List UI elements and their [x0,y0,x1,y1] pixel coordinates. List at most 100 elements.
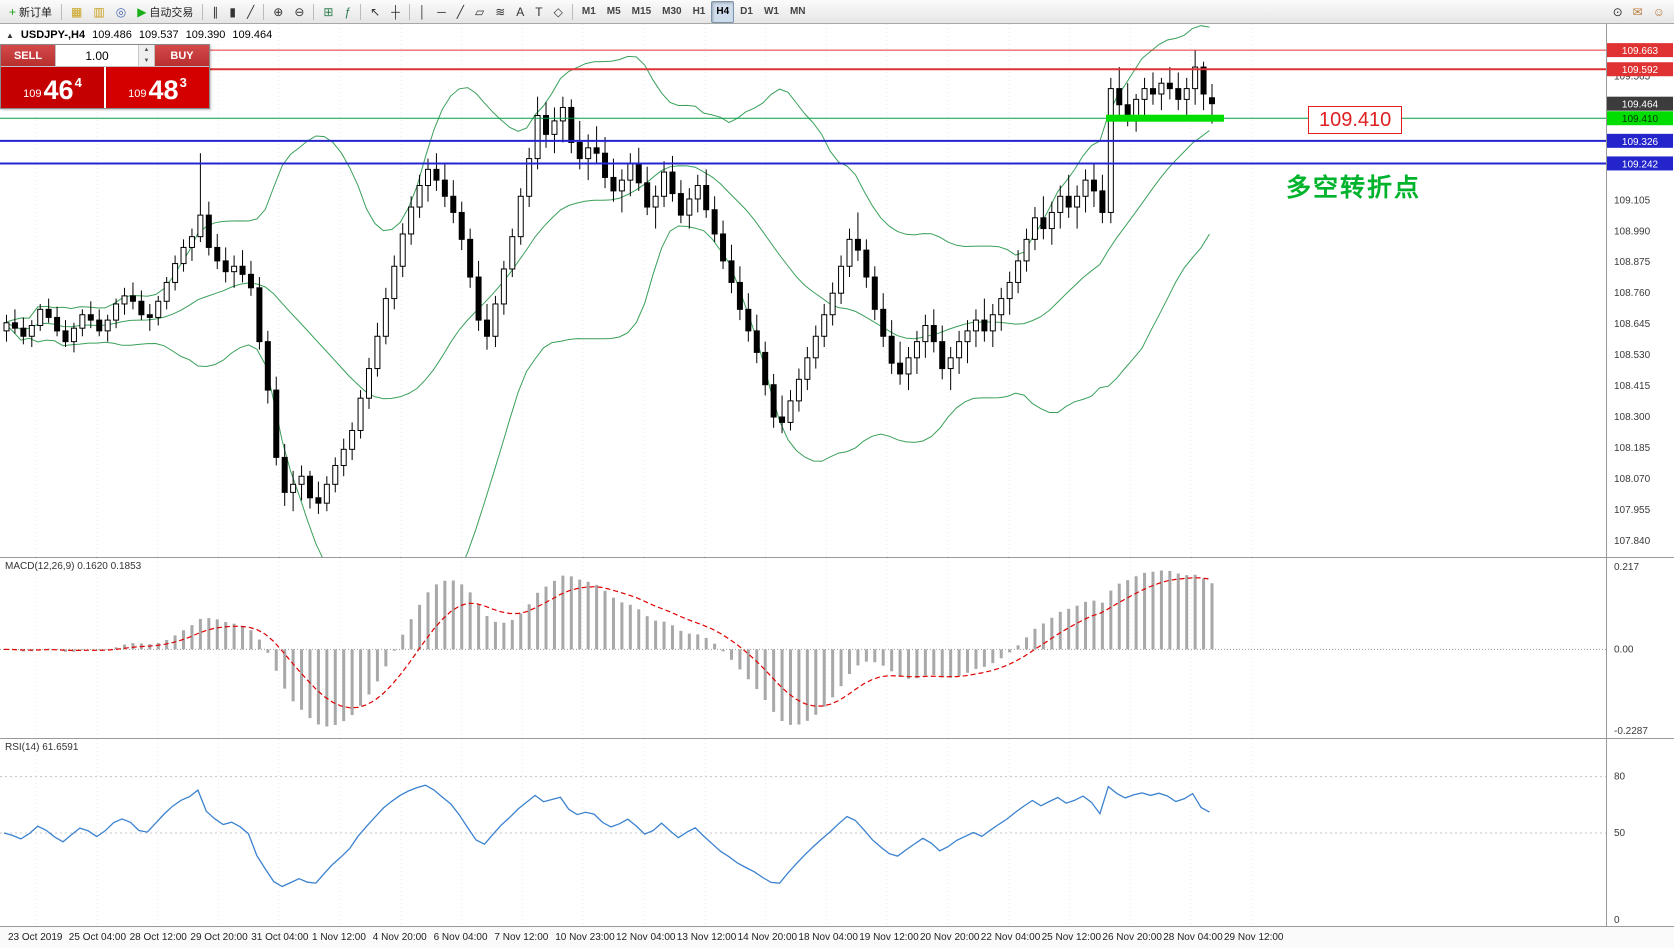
toolbar-right-group: ⊙ ✉ ☺ [1608,1,1670,23]
text-icon[interactable]: A [511,1,529,23]
sell-price-button[interactable]: 109 46 4 [1,67,104,108]
svg-text:80: 80 [1614,772,1626,783]
sell-price-big: 46 [43,75,74,105]
rsi-label: RSI(14) 61.6591 [5,742,79,753]
timeframe-h1[interactable]: H1 [692,6,706,17]
svg-text:109.242: 109.242 [1622,159,1659,170]
label-icon[interactable]: T [530,1,547,23]
timeframe-d1[interactable]: D1 [740,6,753,17]
indicators-icon[interactable]: ƒ [339,1,356,23]
svg-text:0: 0 [1614,915,1620,926]
text-icon: A [516,4,525,19]
svg-text:108.760: 108.760 [1614,288,1651,299]
toolbar-separator [571,3,573,20]
chat-icon: ✉ [1632,4,1643,19]
trendline-icon[interactable]: ╱ [452,1,469,23]
fibonacci-icon[interactable]: ≋ [490,1,510,23]
symbol-ohlc-line: ▲ USDJPY-,H4 109.486 109.537 109.390 109… [6,29,272,41]
macd-panel[interactable]: 0.217 0.00 -0.2287 MACD(12,26,9) 0.1620 0.… [0,557,1674,739]
one-click-trading-widget: SELL 1.00 ▲ ▼ BUY 109 46 4 109 [0,44,210,109]
search-icon[interactable]: ⊙ [1608,1,1628,23]
rsi-canvas[interactable]: 80 50 0 [0,739,1674,927]
high-value: 109.537 [138,29,179,41]
main-chart-canvas[interactable]: 109.565 109.105 108.990 108.875 108.760 108.6… [0,24,1674,557]
vertical-line-icon: │ [418,4,427,19]
svg-text:109.565: 109.565 [1614,71,1651,82]
volume-field[interactable]: 1.00 ▲ ▼ [55,45,155,66]
time-label: 10 Nov 23:00 [555,932,615,943]
low-value: 109.390 [185,29,226,41]
refresh-icon[interactable]: ◎ [111,1,131,23]
time-label: 29 Oct 20:00 [190,932,248,943]
zoom-out-icon[interactable]: ⊖ [289,1,309,23]
sell-button[interactable]: SELL [1,45,55,66]
volume-value[interactable]: 1.00 [85,48,109,63]
bar-chart-icon: ∥ [212,4,219,19]
time-axis[interactable]: 23 Oct 2019 25 Oct 04:00 28 Oct 12:00 29 Oc… [0,926,1674,948]
macd-canvas[interactable]: 0.217 0.00 -0.2287 [0,558,1674,739]
search-icon: ⊙ [1612,4,1623,19]
svg-text:108.990: 108.990 [1614,226,1651,237]
volume-down-icon[interactable]: ▼ [139,55,154,66]
zoom-in-icon[interactable]: ⊕ [268,1,288,23]
bar-chart-icon[interactable]: ∥ [207,1,223,23]
shapes-icon[interactable]: ◇ [549,1,568,23]
svg-text:108.185: 108.185 [1614,443,1651,454]
profiles-icon[interactable]: ▥ [88,1,109,23]
turning-point-note: 多空转折点 [1286,174,1422,202]
horizontal-line-icon: ─ [437,4,446,19]
new-order-button[interactable]: + 新订单 [4,1,57,23]
buy-price-big: 48 [148,75,179,105]
timeframe-m5[interactable]: M5 [606,6,621,17]
buy-price-small: 109 [128,88,147,100]
svg-text:109.410: 109.410 [1622,114,1659,125]
community-icon[interactable]: ☺ [1648,1,1670,23]
timeframe-m15[interactable]: M15 [631,6,652,17]
rsi-panel[interactable]: 80 50 0 RSI(14) 61.6591 [0,738,1674,927]
horizontal-line-icon[interactable]: ─ [432,1,451,23]
buy-price-button[interactable]: 109 48 3 [106,67,209,108]
collapse-arrow-icon[interactable]: ▲ [6,30,14,40]
volume-up-icon[interactable]: ▲ [139,45,154,56]
sell-price-small: 109 [23,88,42,100]
time-label: 25 Oct 04:00 [68,932,127,943]
buy-button[interactable]: BUY [155,45,209,66]
candlestick-chart-icon[interactable]: ▮ [224,1,241,23]
svg-text:109.663: 109.663 [1622,46,1659,57]
timeframe-w1[interactable]: W1 [763,6,779,17]
equidistant-channel-icon[interactable]: ▱ [470,1,489,23]
charts-window-icon[interactable]: ▦ [66,1,87,23]
crosshair-icon[interactable]: ┼ [386,1,405,23]
time-label: 13 Nov 12:00 [676,932,737,943]
timeframe-h4[interactable]: H4 [711,0,735,23]
toolbar-separator [360,3,362,20]
toolbar-separator [408,3,410,20]
svg-text:107.955: 107.955 [1614,505,1651,516]
timeframe-m30[interactable]: M30 [662,6,682,17]
toolbar-separator [313,3,315,20]
line-chart-icon[interactable]: ╱ [242,1,259,23]
time-label: 4 Nov 20:00 [372,932,427,943]
trendline-icon: ╱ [456,4,464,19]
svg-text:109.326: 109.326 [1622,137,1659,148]
price-chart-panel[interactable]: 109.565 109.105 108.990 108.875 108.760 108.6… [0,24,1674,557]
svg-text:108.070: 108.070 [1614,474,1651,485]
svg-text:109.592: 109.592 [1622,65,1659,76]
macd-label: MACD(12,26,9) 0.1620 0.1853 [5,561,142,572]
label-icon: T [535,4,543,19]
time-label: 19 Nov 12:00 [859,932,919,943]
timeframe-m1[interactable]: M1 [581,6,596,17]
chat-icon[interactable]: ✉ [1628,1,1648,23]
vertical-line-icon[interactable]: │ [414,1,432,23]
svg-text:0.217: 0.217 [1614,562,1639,573]
time-label: 26 Nov 20:00 [1102,932,1162,943]
time-label: 20 Nov 20:00 [920,932,980,943]
time-label: 18 Nov 04:00 [798,932,858,943]
time-label: 14 Nov 20:00 [737,932,798,943]
charts-window-icon: ▦ [71,4,83,19]
auto-trading-button[interactable]: ▶ 自动交易 [132,1,198,23]
tile-windows-icon[interactable]: ⊞ [318,1,338,23]
timeframe-mn[interactable]: MN [789,6,806,17]
cursor-icon[interactable]: ↖ [365,1,385,23]
